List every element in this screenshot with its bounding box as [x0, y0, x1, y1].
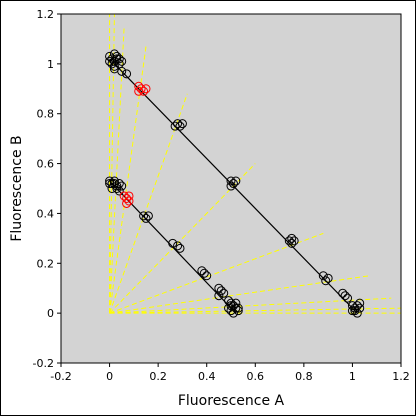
data-point — [318, 271, 328, 281]
data-point — [136, 84, 146, 94]
data-point — [175, 243, 185, 253]
data-point — [175, 121, 185, 131]
x-axis: -0.2 0 0.2 0.4 0.6 0.8 1 1.2 — [50, 363, 410, 383]
plot-border — [60, 13, 402, 364]
data-point — [114, 179, 124, 189]
y-tick-label: 0.2 — [37, 257, 55, 270]
data-point — [114, 186, 124, 196]
data-point — [122, 193, 132, 203]
data-point — [226, 176, 236, 186]
data-point — [355, 298, 365, 308]
data-point — [352, 301, 362, 311]
data-point — [143, 211, 153, 221]
data-point — [117, 56, 127, 66]
y-tick-label: 0.8 — [37, 108, 55, 121]
y-tick-label: 0.4 — [37, 207, 55, 220]
data-point — [287, 238, 297, 248]
data-point — [224, 303, 234, 313]
data-point — [199, 268, 209, 278]
y-tick-label: 1 — [47, 58, 54, 71]
y-tick-label: 0 — [47, 307, 54, 320]
data-point — [122, 69, 132, 79]
data-point — [197, 266, 207, 276]
data-point — [228, 301, 238, 311]
data-point — [139, 86, 149, 96]
data-point — [228, 179, 238, 189]
data-point — [347, 306, 357, 316]
data-point — [233, 306, 243, 316]
x-tick-label: -0.2 — [50, 370, 71, 383]
data-point — [109, 56, 119, 66]
x-tick-label: 1.2 — [392, 370, 410, 383]
data-point — [141, 213, 151, 223]
guide-ray — [109, 232, 324, 314]
data-point — [226, 298, 236, 308]
data-point — [214, 283, 224, 293]
data-point — [173, 241, 183, 251]
data-point — [173, 119, 183, 129]
x-tick-label: 0 — [106, 370, 113, 383]
data-point — [226, 181, 236, 191]
data-point — [231, 176, 241, 186]
y-tick-label: 1.2 — [37, 8, 55, 21]
data-point — [109, 49, 119, 59]
data-point — [340, 291, 350, 301]
data-point — [231, 303, 241, 313]
y-tick-label: 0.6 — [37, 158, 55, 171]
y-axis: -0.2 0 0.2 0.4 0.6 0.8 1 1.2 — [33, 8, 61, 370]
data-point — [216, 286, 226, 296]
data-points-layer — [105, 49, 365, 318]
x-tick-label: 0.2 — [149, 370, 167, 383]
data-point — [124, 196, 134, 206]
data-point — [114, 54, 124, 64]
data-point — [226, 301, 236, 311]
data-point — [350, 303, 360, 313]
data-point — [343, 293, 353, 303]
data-point — [109, 64, 119, 74]
data-point — [117, 181, 127, 191]
data-point — [323, 273, 333, 283]
data-point — [170, 121, 180, 131]
data-point — [105, 51, 115, 61]
data-point — [219, 288, 229, 298]
data-point — [289, 236, 299, 246]
x-tick-label: 1 — [349, 370, 356, 383]
data-point — [321, 276, 331, 286]
data-point — [350, 306, 360, 316]
data-point — [168, 238, 178, 248]
data-point — [105, 179, 115, 189]
data-point — [107, 179, 117, 189]
data-point — [352, 308, 362, 318]
x-tick-label: 0.6 — [247, 370, 265, 383]
x-tick-label: 0.8 — [295, 370, 313, 383]
data-point — [287, 233, 297, 243]
data-point — [338, 288, 348, 298]
fit-line — [109, 58, 358, 314]
data-point — [139, 211, 149, 221]
data-point — [124, 191, 134, 201]
data-point — [134, 86, 144, 96]
y-tick-label: -0.2 — [33, 357, 54, 370]
x-tick-label: 0.4 — [198, 370, 216, 383]
data-point — [214, 291, 224, 301]
y-axis-title: Fluorescence B — [9, 135, 25, 241]
x-axis-title: Fluorescence A — [178, 393, 285, 409]
guide-ray — [109, 163, 256, 314]
data-point — [202, 271, 212, 281]
data-point — [112, 184, 122, 193]
data-point — [284, 236, 294, 246]
